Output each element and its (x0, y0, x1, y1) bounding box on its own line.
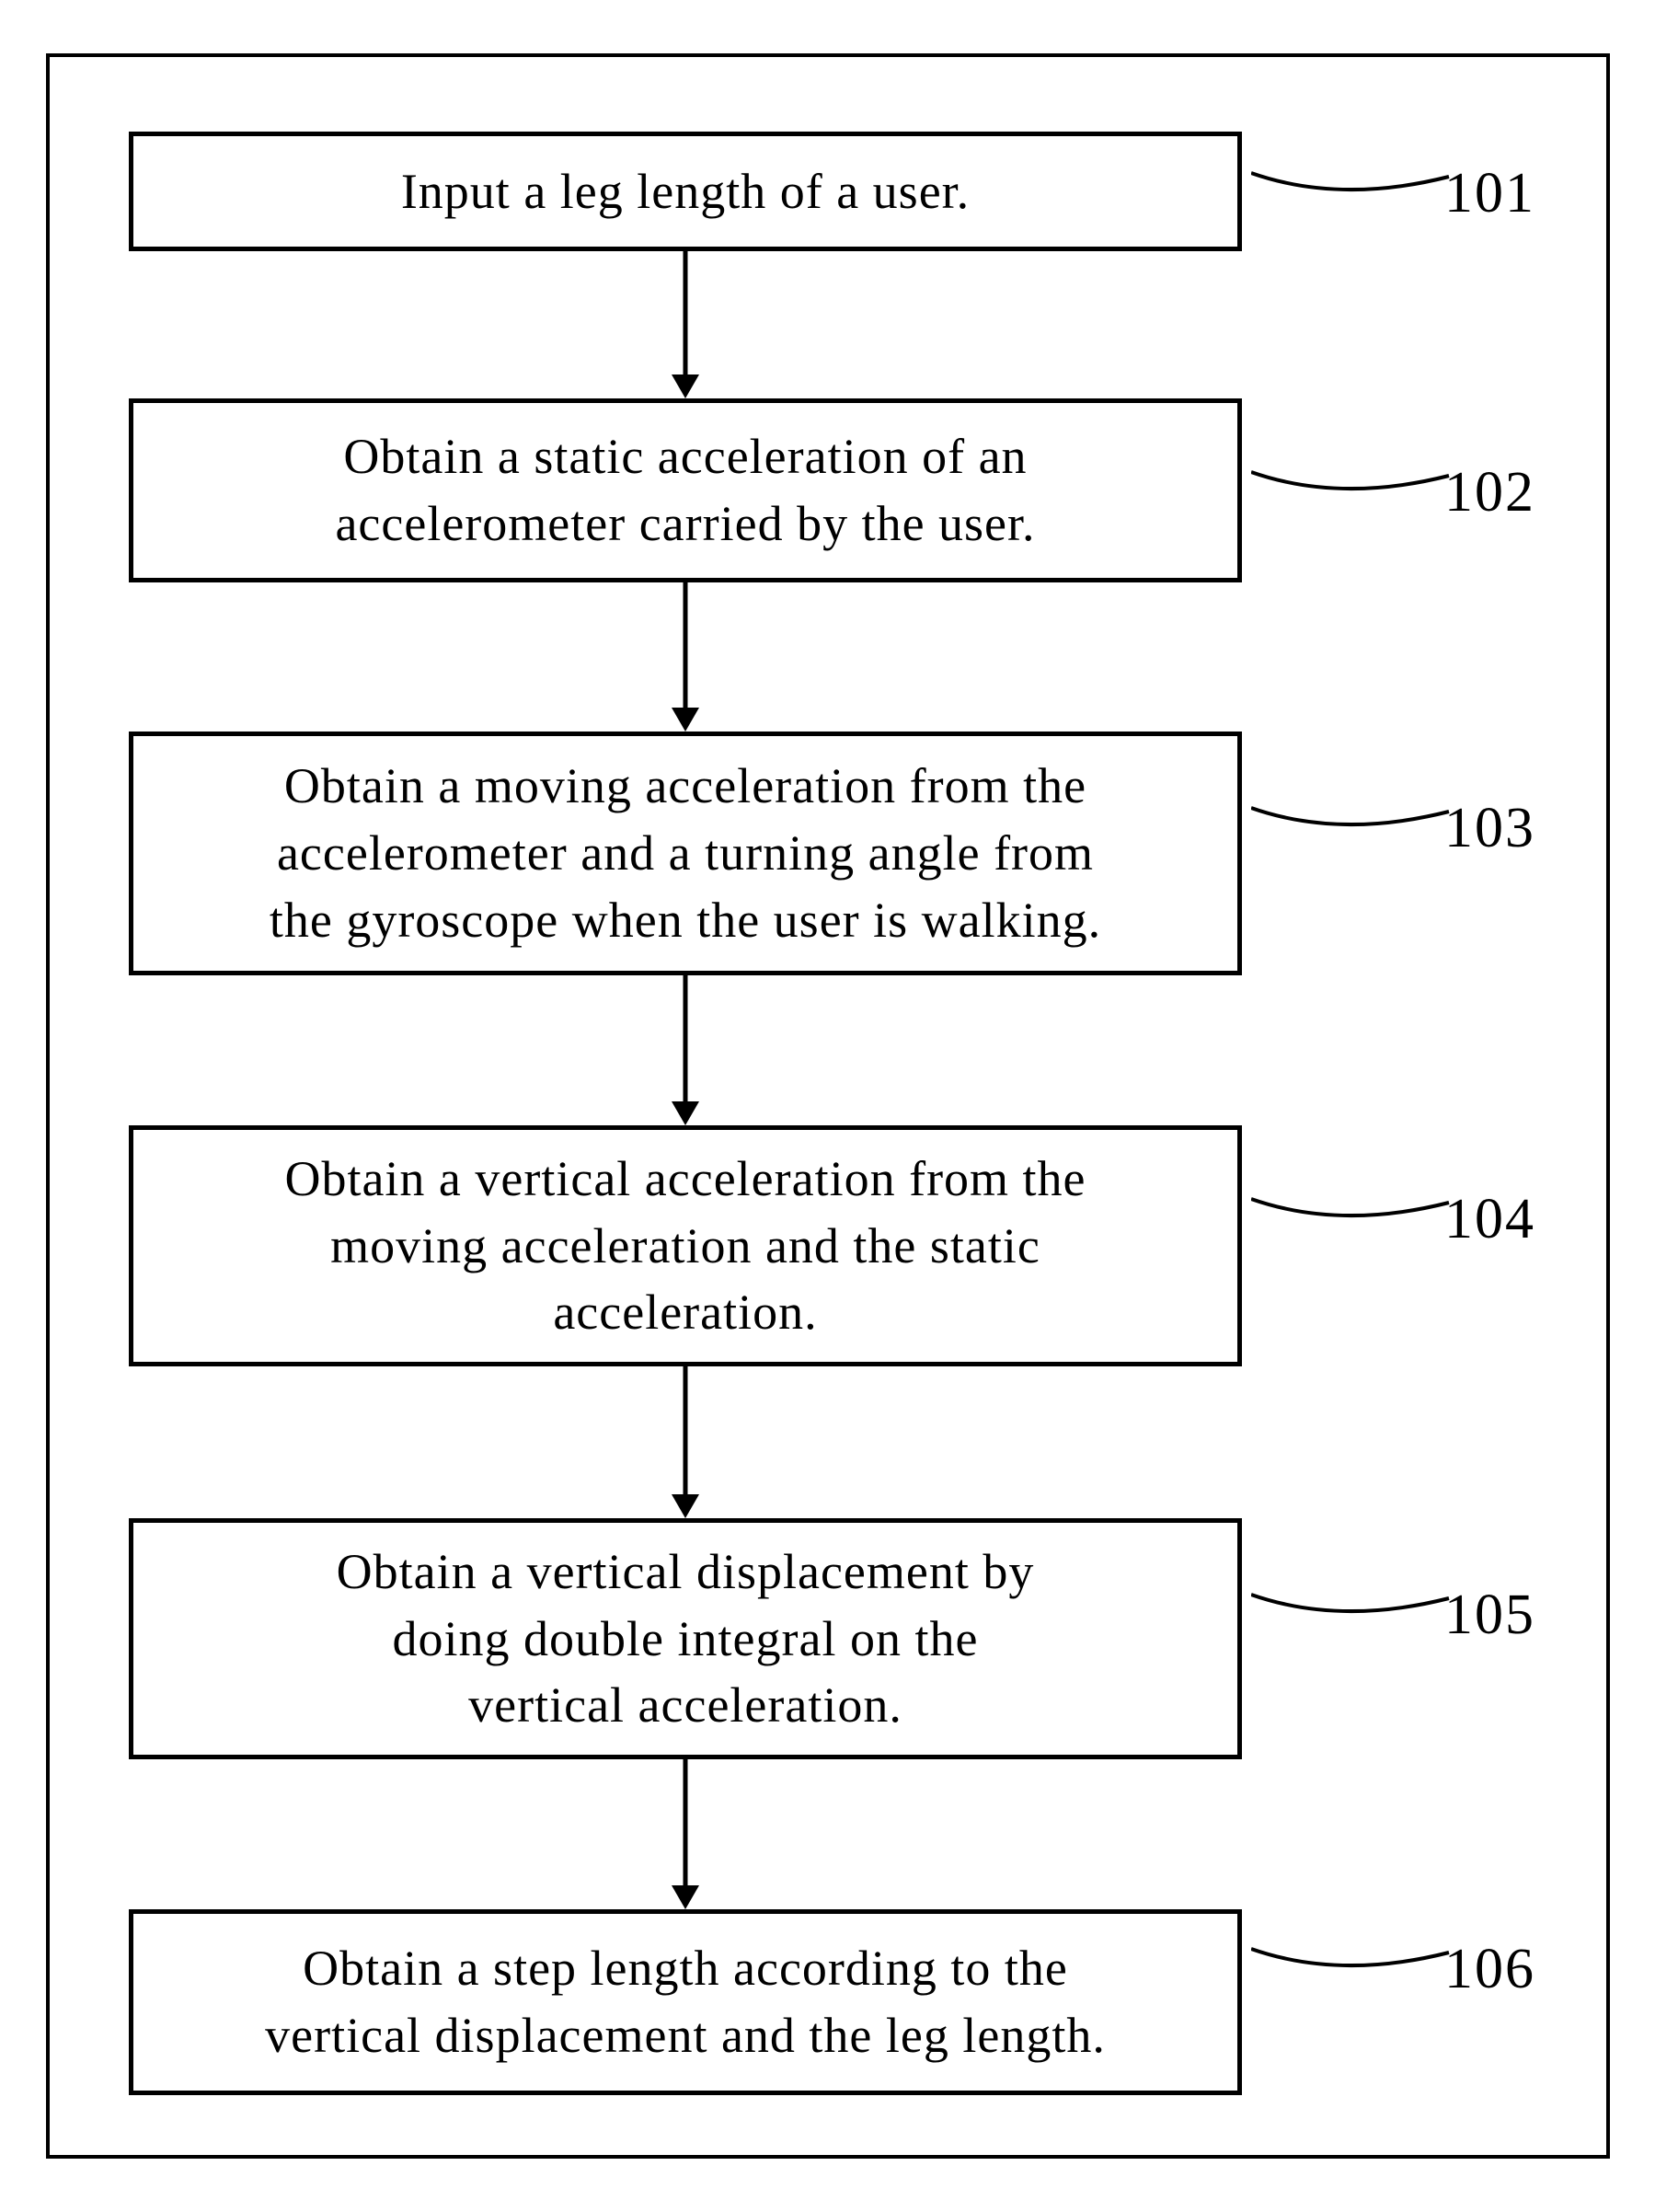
label-connector-105 (1251, 1578, 1454, 1633)
arrow-102-to-103 (649, 582, 722, 732)
flowchart-step-105: Obtain a vertical displacement bydoing d… (129, 1518, 1242, 1759)
step-label-103: 103 (1444, 796, 1535, 861)
step-text: Input a leg length of a user. (401, 158, 970, 225)
step-label-105: 105 (1444, 1583, 1535, 1648)
label-connector-101 (1251, 156, 1454, 212)
label-connector-106 (1251, 1932, 1454, 1987)
step-label-106: 106 (1444, 1937, 1535, 2002)
step-text: Obtain a step length according to thever… (265, 1935, 1106, 2069)
step-label-104: 104 (1444, 1187, 1535, 1252)
step-label-101: 101 (1444, 161, 1535, 226)
label-connector-102 (1251, 455, 1454, 511)
label-connector-104 (1251, 1182, 1454, 1238)
step-label-102: 102 (1444, 460, 1535, 525)
outer-border (46, 53, 1610, 2159)
step-text: Obtain a static acceleration of anaccele… (335, 423, 1035, 558)
arrow-101-to-102 (649, 251, 722, 398)
step-text: Obtain a moving acceleration from theacc… (270, 753, 1101, 954)
arrow-103-to-104 (649, 975, 722, 1125)
flowchart-step-106: Obtain a step length according to thever… (129, 1909, 1242, 2095)
flowchart-step-104: Obtain a vertical acceleration from them… (129, 1125, 1242, 1366)
flowchart-step-103: Obtain a moving acceleration from theacc… (129, 732, 1242, 975)
flowchart-canvas: Input a leg length of a user. Obtain a st… (0, 0, 1655, 2212)
arrow-104-to-105 (649, 1366, 722, 1518)
flowchart-step-102: Obtain a static acceleration of anaccele… (129, 398, 1242, 582)
step-text: Obtain a vertical displacement bydoing d… (337, 1538, 1035, 1740)
arrow-105-to-106 (649, 1759, 722, 1909)
step-text: Obtain a vertical acceleration from them… (284, 1146, 1086, 1347)
label-connector-103 (1251, 791, 1454, 847)
flowchart-step-101: Input a leg length of a user. (129, 132, 1242, 251)
